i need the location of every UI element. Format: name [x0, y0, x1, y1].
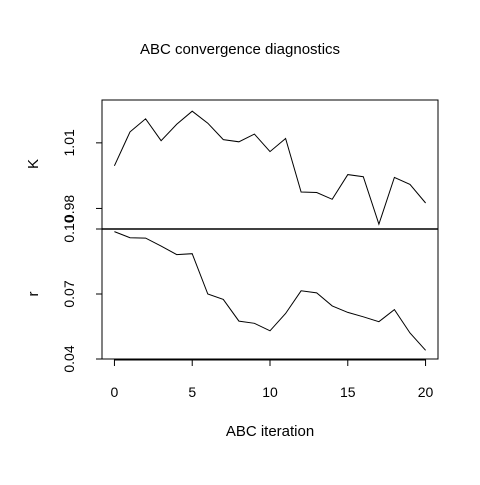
x-axis: 0 5 10 15 20 [111, 359, 434, 400]
y-tick-label-r-0: 0.04 [61, 345, 77, 372]
y-axis-label-k: K [25, 159, 42, 169]
panel-k: K 0.98 1.01 [25, 99, 439, 230]
y-tick-label-r-1: 0.07 [61, 280, 77, 307]
x-tick-label-3: 15 [340, 384, 356, 400]
x-tick-label-2: 10 [262, 384, 278, 400]
y-axis-label-r: r [25, 292, 42, 297]
x-tick-label-1: 5 [188, 384, 196, 400]
x-axis-label: ABC iteration [226, 423, 314, 440]
panel-k-frame [101, 99, 439, 230]
x-tick-label-0: 0 [111, 384, 119, 400]
panel-r: r 0.04 0.07 0.10 [25, 215, 439, 373]
y-tick-label-k-1: 1.01 [61, 129, 77, 156]
y-tick-label-k-0: 0.98 [61, 195, 77, 222]
y-tick-label-r-2: 0.10 [61, 215, 77, 242]
series-line-k [113, 110, 426, 226]
chart-title: ABC convergence diagnostics [140, 41, 340, 58]
panel-r-frame [101, 228, 439, 360]
x-tick-label-4: 20 [418, 384, 434, 400]
series-line-r [114, 231, 426, 351]
